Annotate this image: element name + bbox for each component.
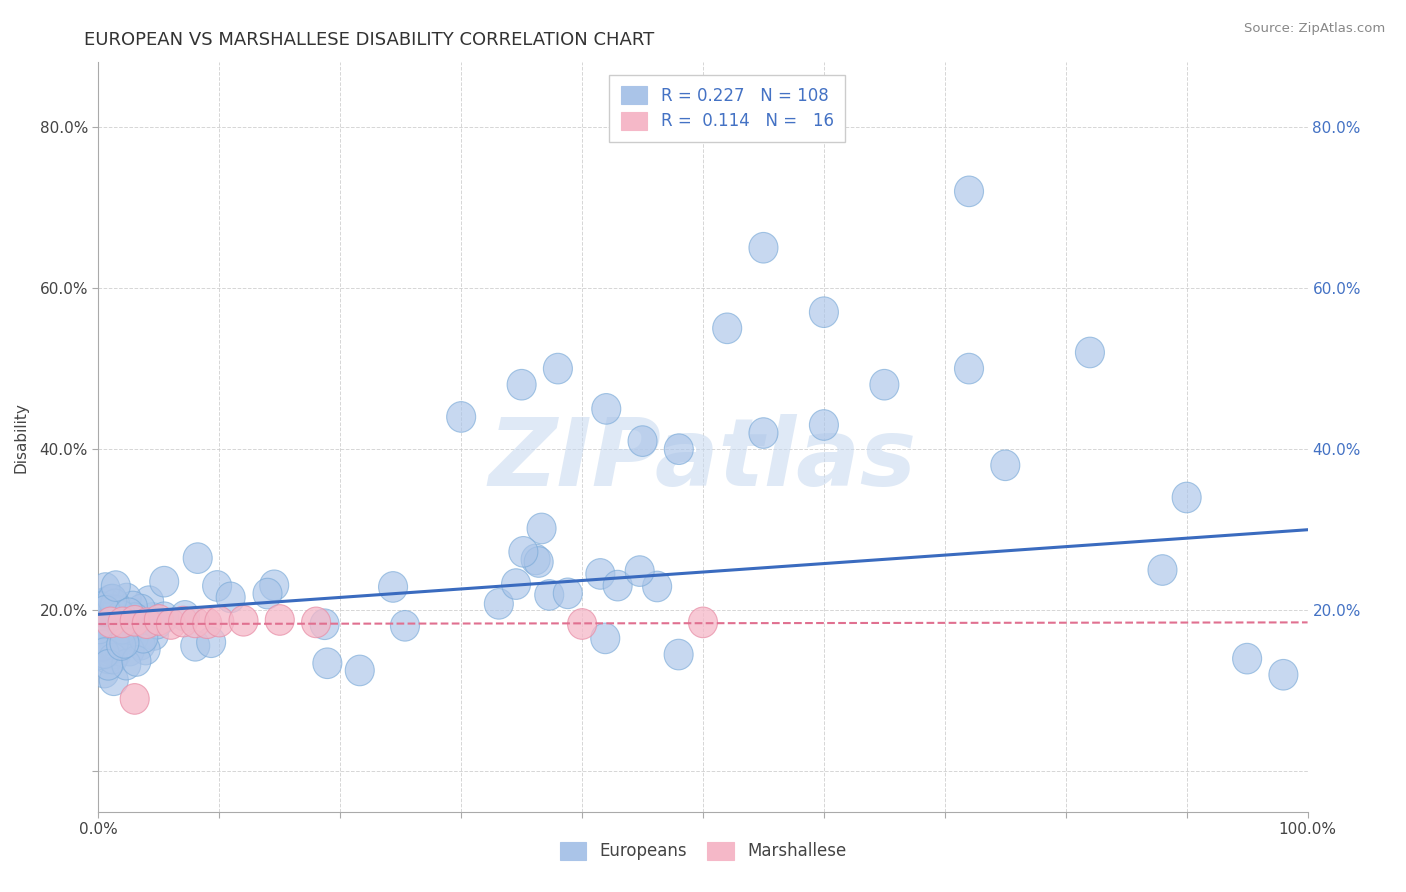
Text: Source: ZipAtlas.com: Source: ZipAtlas.com xyxy=(1244,22,1385,36)
Text: EUROPEAN VS MARSHALLESE DISABILITY CORRELATION CHART: EUROPEAN VS MARSHALLESE DISABILITY CORRE… xyxy=(84,31,655,49)
Y-axis label: Disability: Disability xyxy=(14,401,28,473)
Legend: Europeans, Marshallese: Europeans, Marshallese xyxy=(553,835,853,867)
Text: ZIPatlas: ZIPatlas xyxy=(489,414,917,506)
